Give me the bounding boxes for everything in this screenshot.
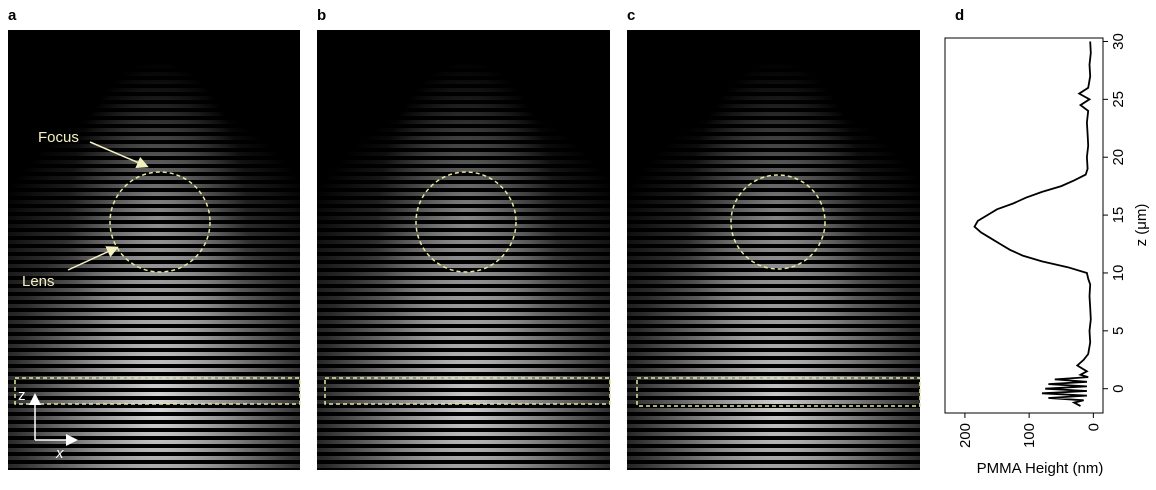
y-tick-label: 20 (1110, 149, 1127, 166)
y-tick-label: 30 (1110, 33, 1127, 50)
x-axis-label: x (55, 445, 64, 462)
figure: Focus Lens z x a b c d PMMA Height (nm) … (0, 0, 1156, 485)
x-axis-title: PMMA Height (nm) (977, 460, 1104, 477)
image-fringes (627, 30, 920, 470)
y-tick-label: 25 (1110, 91, 1127, 108)
panel-c (627, 30, 920, 470)
panel-label: c (627, 7, 635, 24)
panel-label: b (317, 7, 326, 24)
y-axis-title: z (μm) (1133, 204, 1150, 247)
y-tick-label: 5 (1110, 327, 1127, 335)
x-tick-label: 0 (1085, 423, 1102, 431)
panel-b (317, 30, 610, 470)
x-tick-label: 100 (1021, 423, 1038, 448)
y-tick-label: 15 (1110, 207, 1127, 224)
profile-line (975, 42, 1091, 407)
y-tick-label: 0 (1110, 385, 1127, 393)
y-tick-label: 10 (1110, 265, 1127, 282)
panel-label: a (8, 7, 17, 24)
x-tick-label: 200 (957, 423, 974, 448)
focus-label: Focus (38, 129, 79, 146)
panel-a: Focus Lens z x (8, 30, 300, 470)
panel-label: d (955, 7, 964, 24)
z-axis-label: z (18, 387, 26, 404)
lens-label: Lens (22, 273, 55, 290)
